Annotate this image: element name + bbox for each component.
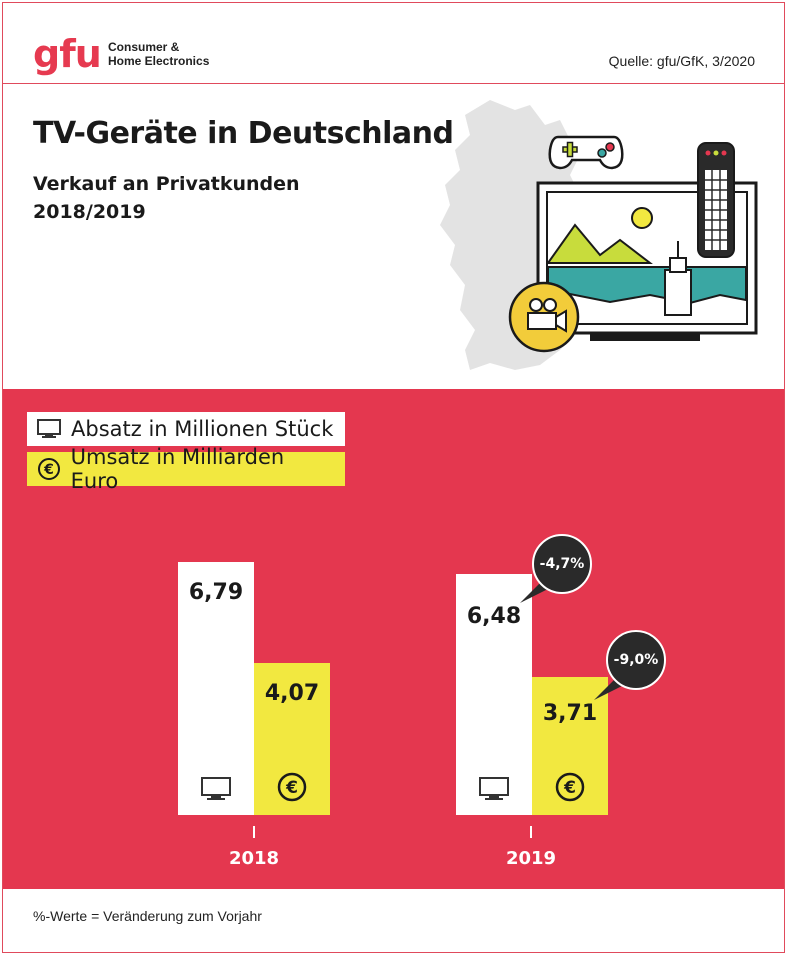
value-label-2018-units: 6,79 — [188, 580, 244, 605]
logo-subtitle-line2: Home Electronics — [108, 54, 210, 68]
gfu-logo: gfu — [33, 32, 102, 76]
footnote: %-Werte = Veränderung zum Vorjahr — [33, 908, 262, 924]
legend-revenue-label: Umsatz in Milliarden Euro — [70, 445, 285, 493]
euro-icon: € — [555, 772, 585, 807]
remote-control-icon — [697, 142, 735, 258]
bar-2018-revenue: 4,07 € — [254, 663, 330, 815]
value-label-2019-units: 6,48 — [466, 603, 522, 629]
x-label-2018: 2018 — [228, 848, 280, 869]
value-label-2019-revenue: 3,71 — [542, 700, 598, 726]
bar-2018-units: 6,79 — [178, 562, 254, 815]
legend-units: Absatz in Millionen Stück — [27, 412, 345, 446]
svg-text:€: € — [285, 778, 298, 798]
euro-icon: € — [277, 772, 307, 807]
source-note: Quelle: gfu/GfK, 3/2020 — [608, 53, 755, 69]
legend-units-label: Absatz in Millionen Stück — [71, 417, 334, 441]
x-tick-2018 — [253, 826, 255, 838]
logo-subtitle-line1: Consumer & — [108, 40, 180, 54]
legend-revenue: € Umsatz in Milliarden Euro — [27, 445, 345, 493]
x-tick-2019 — [530, 826, 532, 838]
change-bubble-units-2019: -4,7% — [532, 534, 592, 594]
tv-icon — [478, 776, 510, 807]
tv-icon — [200, 776, 232, 807]
subtitle-line2: 2018/2019 — [33, 201, 146, 223]
video-camera-icon — [508, 281, 580, 353]
gamepad-icon — [548, 135, 624, 170]
svg-text:€: € — [43, 462, 54, 478]
tv-illustration — [440, 100, 758, 370]
page-subtitle: Verkauf an Privatkunden 2018/2019 — [33, 170, 353, 226]
header-divider — [3, 83, 784, 84]
svg-text:€: € — [563, 778, 576, 798]
euro-icon: € — [35, 457, 63, 481]
bar-2019-units: 6,48 — [456, 573, 532, 815]
page-title: TV-Geräte in Deutschland — [33, 116, 454, 151]
bar-2019-revenue: 3,71 € — [532, 676, 608, 815]
x-label-2019: 2019 — [505, 848, 557, 869]
subtitle-line1: Verkauf an Privatkunden — [33, 173, 300, 195]
change-bubble-revenue-2019: -9,0% — [606, 630, 666, 690]
logo-subtitle: Consumer & Home Electronics — [108, 40, 228, 68]
tv-icon — [35, 417, 63, 441]
logo-wordmark: gfu — [33, 32, 102, 76]
value-label-2018-revenue: 4,07 — [264, 681, 320, 707]
